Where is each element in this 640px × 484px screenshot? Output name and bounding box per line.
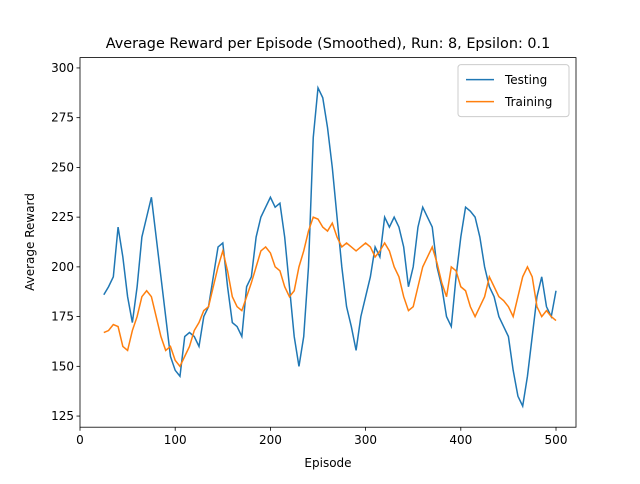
x-tick-label: 400	[449, 433, 472, 447]
x-axis-label: Episode	[304, 456, 351, 470]
y-tick-label: 300	[51, 61, 74, 75]
x-tick-label: 200	[259, 433, 282, 447]
y-tick-label: 275	[51, 111, 74, 125]
x-tick-label: 500	[545, 433, 568, 447]
y-tick-label: 225	[51, 210, 74, 224]
x-tick-label: 100	[164, 433, 187, 447]
x-tick-label: 0	[76, 433, 84, 447]
y-tick-label: 200	[51, 260, 74, 274]
line-series	[103, 85, 557, 409]
y-tick-label: 175	[51, 310, 74, 324]
y-axis-label: Average Reward	[23, 193, 37, 291]
y-tick-label: 125	[51, 409, 74, 423]
legend-label: Training	[504, 95, 552, 109]
y-tick-label: 150	[51, 359, 74, 373]
y-tick-label: 250	[51, 160, 74, 174]
legend-label: Testing	[504, 73, 547, 87]
line-series	[103, 216, 557, 368]
legend-box	[457, 64, 570, 118]
plot-frame	[79, 57, 577, 428]
x-tick-label: 300	[354, 433, 377, 447]
chart-title: Average Reward per Episode (Smoothed), R…	[106, 36, 551, 52]
